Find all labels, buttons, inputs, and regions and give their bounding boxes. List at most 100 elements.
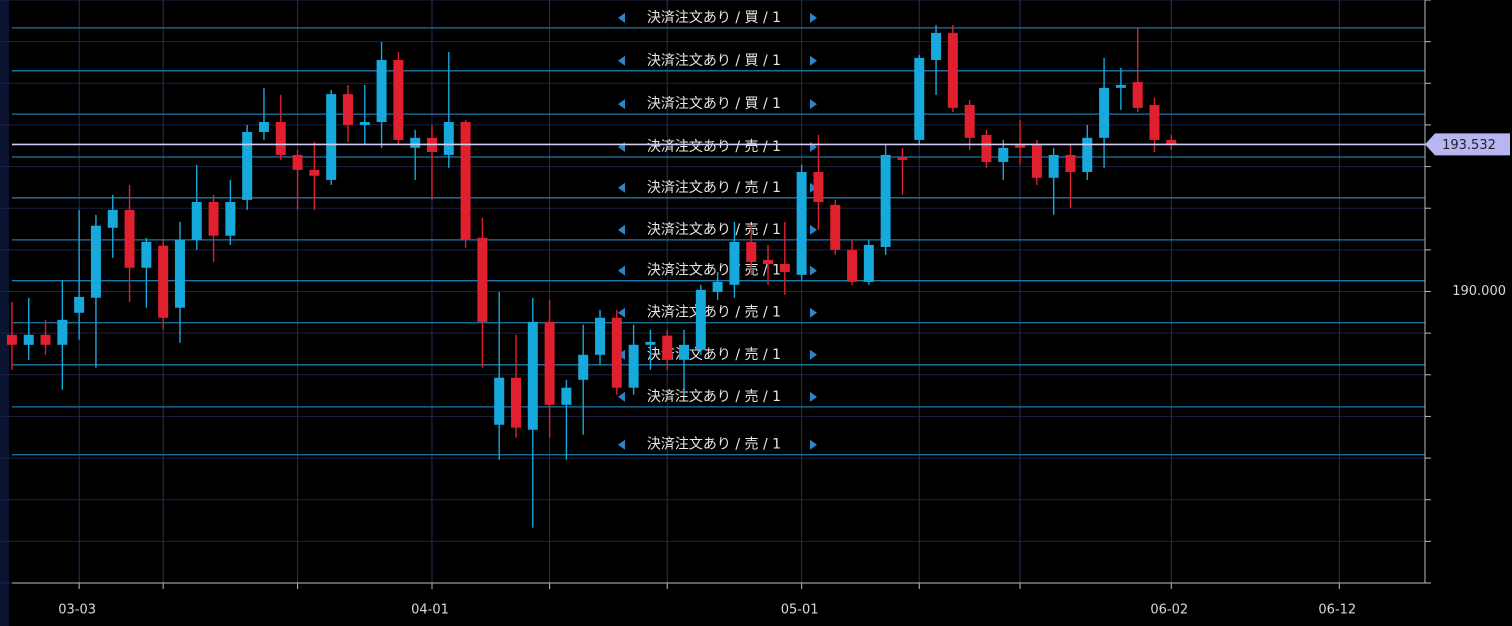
order-arrow-right (810, 55, 817, 66)
candle-body (477, 237, 488, 322)
candle-body (947, 32, 958, 108)
candle-body (796, 171, 807, 275)
candle-body (628, 344, 639, 388)
order-arrow-right (810, 224, 817, 235)
order-arrow-left (618, 182, 625, 193)
candle-body (57, 319, 68, 345)
candle-body (376, 59, 387, 123)
candle-body (544, 321, 555, 405)
candle-body (1132, 82, 1143, 108)
candle-body (746, 241, 757, 262)
candle-body (191, 201, 202, 240)
candle-body (1031, 144, 1042, 178)
candle-body (595, 317, 606, 355)
candle-body (359, 122, 370, 125)
candle-body (1048, 154, 1059, 178)
order-arrow-right (810, 12, 817, 23)
candle-body (897, 156, 908, 160)
order-label[interactable]: 決済注文あり / 買 / 1 (618, 53, 817, 69)
candle-body (998, 147, 1009, 162)
x-tick-label: 06-02 (1150, 603, 1188, 618)
candle-body (931, 32, 942, 60)
last-price-box (1425, 133, 1510, 156)
order-arrow-left (618, 439, 625, 450)
candle-body (964, 104, 975, 138)
candle-body (1015, 144, 1026, 148)
candle-body (662, 335, 673, 360)
candle-body (813, 171, 824, 202)
candle-body (578, 354, 589, 380)
candle-body (763, 259, 774, 265)
candle-body (1099, 87, 1110, 138)
y-tick-label: 190.000 (1452, 284, 1506, 299)
order-text: 決済注文あり / 売 / 1 (647, 263, 781, 279)
x-tick-label: 06-12 (1318, 603, 1356, 618)
candle-body (23, 334, 34, 345)
order-text: 決済注文あり / 売 / 1 (647, 389, 781, 405)
order-label[interactable]: 決済注文あり / 売 / 1 (618, 305, 817, 321)
order-arrow-right (810, 265, 817, 276)
order-arrow-left (618, 307, 625, 318)
order-arrow-left (618, 12, 625, 23)
left-edge (0, 0, 9, 626)
candle-body (275, 122, 286, 155)
candle-body (326, 94, 337, 180)
order-label[interactable]: 決済注文あり / 売 / 1 (618, 263, 817, 279)
candle-body (914, 57, 925, 140)
order-label[interactable]: 決済注文あり / 売 / 1 (618, 222, 817, 238)
candle-body (40, 334, 51, 345)
order-text: 決済注文あり / 売 / 1 (647, 437, 781, 453)
candle-body (342, 94, 353, 125)
candle-body (6, 334, 17, 345)
order-arrow-left (618, 391, 625, 402)
order-text: 決済注文あり / 売 / 1 (647, 180, 781, 196)
candle-body (74, 296, 85, 313)
candle-body (679, 344, 690, 360)
candle-body (410, 137, 421, 148)
candle-body (174, 239, 185, 308)
last-price-label: 193.532 (1442, 138, 1496, 153)
candle-body (645, 341, 656, 345)
order-arrow-right (810, 391, 817, 402)
order-arrow-left (618, 99, 625, 110)
order-text: 決済注文あり / 買 / 1 (647, 53, 781, 69)
candle-body (847, 249, 858, 282)
candle-body (880, 154, 891, 247)
order-label[interactable]: 決済注文あり / 売 / 1 (618, 389, 817, 405)
order-arrow-left (618, 224, 625, 235)
candle-body (712, 281, 723, 292)
candle-body (1115, 84, 1126, 88)
x-tick-label: 04-01 (411, 603, 449, 618)
order-arrow-left (618, 55, 625, 66)
order-arrow-left (618, 265, 625, 276)
candle-body (863, 244, 874, 282)
candle-body (158, 245, 169, 318)
candle-body (695, 289, 706, 350)
order-text: 決済注文あり / 買 / 1 (647, 10, 781, 26)
order-arrow-right (810, 99, 817, 110)
order-label[interactable]: 決済注文あり / 買 / 1 (618, 96, 817, 112)
candle-body (494, 377, 505, 425)
candle-body (242, 132, 253, 200)
candle-body (1065, 154, 1076, 172)
order-text: 決済注文あり / 買 / 1 (647, 96, 781, 112)
candle-body (1149, 104, 1160, 140)
candle-body (527, 321, 538, 430)
candle-body (729, 241, 740, 285)
order-text: 決済注文あり / 売 / 1 (647, 139, 781, 155)
order-label[interactable]: 決済注文あり / 買 / 1 (618, 10, 817, 26)
order-text: 決済注文あり / 売 / 1 (647, 222, 781, 238)
order-arrow-right (810, 349, 817, 360)
candle-body (124, 209, 135, 268)
candles (6, 24, 1177, 528)
candle-body (561, 387, 572, 405)
order-label[interactable]: 決済注文あり / 売 / 1 (618, 180, 817, 196)
candle-body (1166, 139, 1177, 145)
candle-body (309, 169, 320, 176)
candle-body (292, 154, 303, 170)
candle-body (443, 122, 454, 155)
order-label[interactable]: 決済注文あり / 売 / 1 (618, 437, 817, 453)
